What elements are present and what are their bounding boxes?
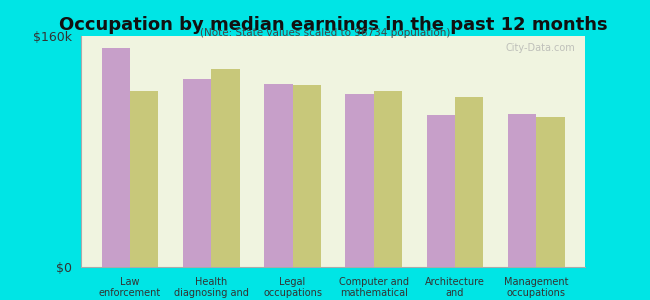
Bar (211, 69, 240, 267)
Bar (183, 79, 211, 267)
Bar (101, 47, 130, 267)
Bar (264, 84, 292, 267)
Title: Occupation by median earnings in the past 12 months: Occupation by median earnings in the pas… (58, 16, 608, 34)
Bar (455, 97, 484, 267)
Bar (374, 91, 402, 267)
Bar (345, 94, 374, 267)
Bar (508, 114, 536, 267)
Bar (292, 85, 321, 267)
Bar (426, 116, 455, 267)
Text: (Note: State values scaled to 96734 population): (Note: State values scaled to 96734 popu… (200, 28, 450, 38)
Text: City-Data.com: City-Data.com (505, 43, 575, 53)
Bar (536, 117, 565, 267)
Bar (130, 91, 159, 267)
